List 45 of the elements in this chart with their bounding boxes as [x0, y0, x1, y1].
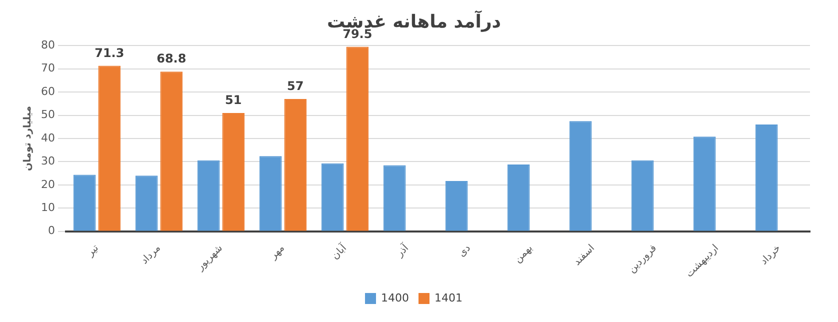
y-tick-label: 30: [40, 154, 55, 168]
data-label: 68.8: [156, 52, 186, 66]
bar: [197, 160, 220, 231]
x-tick-label: خرداد: [758, 242, 783, 268]
bar: [73, 174, 96, 231]
x-tick-label: دی: [456, 242, 473, 260]
bar: [693, 136, 716, 231]
data-label: 71.3: [94, 46, 124, 60]
x-tick-label: شهریور: [194, 242, 225, 274]
x-tick-label: اسفند: [572, 242, 597, 268]
x-tick-label: آبان: [328, 240, 350, 262]
data-label: 57: [287, 79, 304, 94]
bar: [346, 46, 369, 231]
x-tick-label: تیر: [84, 242, 102, 260]
x-tick-label: بهمن: [512, 242, 535, 266]
bar: [160, 72, 183, 231]
bar: [259, 156, 282, 231]
legend-label: 1400: [381, 291, 410, 304]
bar: [445, 180, 468, 231]
x-tick-label: آذر: [392, 240, 412, 260]
x-tick-label: اردیبهشت: [684, 242, 721, 280]
bar: [507, 164, 530, 231]
bar: [284, 99, 307, 231]
bar: [321, 163, 344, 231]
y-tick-label: 70: [40, 62, 55, 75]
bar: [98, 66, 121, 231]
y-tick-label: 60: [40, 84, 55, 98]
y-tick-label: 0: [48, 224, 55, 238]
y-tick-label: 50: [40, 108, 55, 122]
x-tick-label: مهر: [268, 242, 287, 262]
data-label: 51: [225, 93, 242, 108]
y-tick-label: 10: [40, 201, 55, 214]
y-tick-label: 40: [40, 131, 55, 144]
legend-label: 1401: [434, 291, 462, 304]
bar: [383, 165, 406, 231]
bar: [755, 124, 778, 231]
y-tick-label: 80: [40, 38, 55, 52]
y-tick-label: 20: [40, 178, 55, 191]
x-tick-label: فروردین: [626, 242, 660, 276]
y-axis-title: میلیارد تومان: [22, 106, 34, 172]
bar: [631, 160, 654, 231]
bar: [135, 176, 158, 231]
x-tick-label: مرداد: [139, 242, 163, 267]
bar: [569, 121, 592, 231]
bar: [222, 112, 245, 231]
